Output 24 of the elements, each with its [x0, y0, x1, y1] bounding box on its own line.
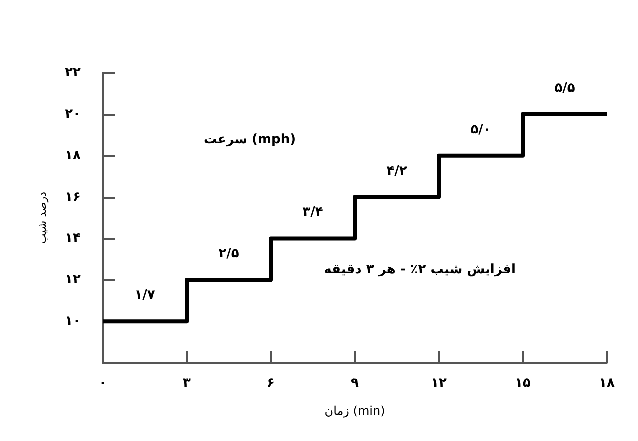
- x-axis-title: زمان (min): [324, 404, 386, 418]
- y-tick-label: ۱۸: [65, 148, 82, 164]
- x-tick-label: ۱۲: [431, 376, 447, 391]
- y-tick-label: ۱۶: [65, 190, 81, 205]
- y-axis-title: درصد شیب: [36, 192, 49, 244]
- annotation: سرعت (mph): [204, 132, 296, 148]
- y-tick-label: ۲۰: [65, 106, 81, 122]
- x-tick-label: ۰: [99, 376, 107, 391]
- annotation: ۱/۷: [134, 288, 156, 304]
- x-tick-label: ۱۵: [515, 376, 531, 391]
- annotation: ۳/۴: [302, 205, 324, 220]
- x-tick-label: ۹: [351, 376, 360, 391]
- y-tick-label: ۱۲: [65, 272, 82, 288]
- y-tick-label: ۱۰: [65, 314, 81, 330]
- annotation: افزایش شیب ۲٪ - هر ۳ دقیقه: [324, 262, 516, 278]
- y-tick-label: ۲۲: [65, 66, 82, 80]
- x-tick-label: ۱۸: [599, 376, 615, 391]
- annotation: ۵/۵: [554, 80, 576, 96]
- annotation: ۵/۰: [470, 122, 492, 138]
- x-tick-label: ۳: [183, 376, 192, 391]
- annotation: ۴/۲: [386, 164, 408, 179]
- annotation: ۲/۵: [218, 246, 240, 262]
- y-tick-label: ۱۴: [65, 231, 82, 246]
- x-tick-label: ۶: [267, 376, 275, 391]
